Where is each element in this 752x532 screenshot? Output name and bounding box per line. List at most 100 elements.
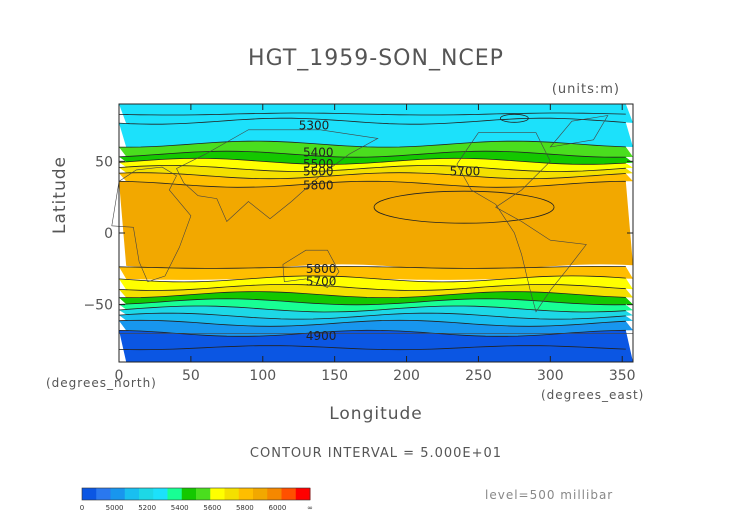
color-band xyxy=(119,181,633,271)
contour-line xyxy=(118,305,626,313)
chart-title: HGT_1959-SON_NCEP xyxy=(248,46,504,71)
colorbar-swatch xyxy=(153,488,168,500)
contour-ring xyxy=(373,190,555,224)
x-tick-label: 150 xyxy=(321,368,348,384)
color-band xyxy=(119,172,633,188)
color-band xyxy=(119,320,633,337)
color-band xyxy=(119,151,633,165)
contour-label: 5500 xyxy=(303,157,334,171)
coastline xyxy=(176,129,379,223)
contour-interval-text: CONTOUR INTERVAL = 5.000E+01 xyxy=(249,446,503,461)
colorbar-swatch xyxy=(267,488,282,500)
colorbar-tick-label: 6000 xyxy=(269,504,287,512)
colorbar-tick-label: 0 xyxy=(80,504,84,512)
contour-label: 5600 xyxy=(303,164,334,178)
contour-label: 4900 xyxy=(306,329,337,343)
colorbar-tick-label: ∞ xyxy=(307,504,313,512)
color-band xyxy=(119,313,633,327)
contour-label: 5400 xyxy=(303,146,334,160)
contour-ring xyxy=(499,113,529,123)
y-axis-ticks: −50 0 50 xyxy=(83,154,633,314)
contour-line xyxy=(118,172,626,180)
coastline xyxy=(456,132,587,313)
contour-line xyxy=(118,112,626,116)
colorbar-swatch xyxy=(224,488,240,500)
colorbar-swatch xyxy=(82,488,97,500)
x-axis-label: Longitude xyxy=(329,404,423,424)
colorbar-swatch xyxy=(124,488,140,500)
color-band xyxy=(119,284,633,298)
color-band xyxy=(119,266,633,280)
x-tick-label: 250 xyxy=(465,368,492,384)
colorbar-swatch xyxy=(238,488,254,500)
contour-line xyxy=(118,284,626,291)
x-tick-label: 100 xyxy=(249,368,276,384)
colorbar-swatch xyxy=(110,488,126,500)
colorbar-swatch xyxy=(295,488,311,500)
contour-line xyxy=(118,117,626,125)
coastline xyxy=(549,115,609,148)
units-label: (units:m) xyxy=(551,82,620,97)
color-band xyxy=(119,298,633,312)
contour-line xyxy=(118,312,626,320)
contour-lines xyxy=(118,112,626,351)
colorbar-tick-label: 5200 xyxy=(138,504,156,512)
contour-line xyxy=(118,180,626,188)
contour-line xyxy=(118,275,626,283)
contour-line xyxy=(118,157,626,165)
color-bands xyxy=(119,104,633,362)
contour-line xyxy=(118,266,626,269)
contour-line xyxy=(118,165,626,172)
colorbar-swatch xyxy=(139,488,154,500)
colorbar-swatch xyxy=(210,488,225,500)
colorbar-tick-label: 5600 xyxy=(203,504,221,512)
y-tick-label: 50 xyxy=(95,154,113,170)
coastline xyxy=(111,166,192,283)
contour-label: 5800 xyxy=(306,262,337,276)
contour-line xyxy=(118,329,626,337)
x-unit-label: (degrees_east) xyxy=(541,388,645,402)
contour-label: 5300 xyxy=(299,119,330,133)
color-band xyxy=(119,141,633,158)
colorbar-swatch xyxy=(196,488,211,500)
colorbar-swatch xyxy=(167,488,183,500)
x-tick-label: 50 xyxy=(182,368,200,384)
y-tick-label: 0 xyxy=(104,226,113,242)
color-band xyxy=(119,275,633,291)
y-axis-label: Latitude xyxy=(50,156,70,234)
colorbar-tick-label: 5400 xyxy=(171,504,189,512)
contour-label: 5700 xyxy=(450,164,481,178)
color-band xyxy=(119,330,633,362)
color-band xyxy=(119,306,633,320)
level-text: level=500 millibar xyxy=(485,488,614,502)
colorbar-swatch xyxy=(181,488,197,500)
colorbar-frame xyxy=(81,487,311,501)
x-tick-label: 0 xyxy=(115,368,124,384)
colorbar-tick-label: 5000 xyxy=(106,504,124,512)
color-band xyxy=(119,165,633,179)
coastlines xyxy=(111,115,633,334)
colorbar-tick-label: 5800 xyxy=(236,504,254,512)
contour-line xyxy=(118,298,626,306)
contour-label: 5700 xyxy=(306,275,337,289)
colorbar-swatch xyxy=(96,488,111,500)
x-tick-label: 350 xyxy=(609,368,636,384)
contour-line xyxy=(118,319,626,327)
contour-label: 5800 xyxy=(303,179,334,193)
coastline xyxy=(282,249,340,288)
contour-line xyxy=(118,345,626,351)
colorbar: 0 5000 5200 5400 5600 5800 6000 ∞ xyxy=(80,487,313,512)
contour-line xyxy=(119,291,626,298)
y-unit-label: (degrees_north) xyxy=(46,376,157,390)
y-tick-label: −50 xyxy=(83,298,113,314)
contour-line xyxy=(118,150,626,158)
color-band xyxy=(119,118,633,148)
color-band xyxy=(119,158,633,172)
x-axis-ticks: 0 50 100 150 200 250 300 350 xyxy=(115,104,636,384)
color-band xyxy=(119,291,633,305)
colorbar-swatch xyxy=(281,488,297,500)
contour-line xyxy=(119,140,626,148)
colorbar-swatch xyxy=(253,488,268,500)
